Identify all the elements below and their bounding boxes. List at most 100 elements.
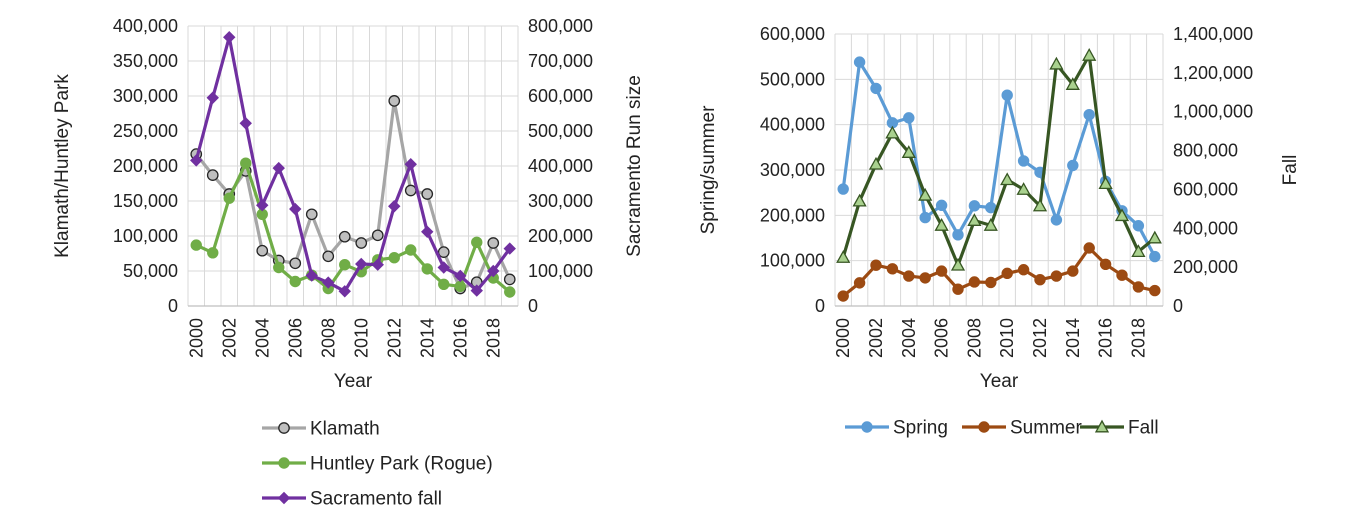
y-left-tick-label: 150,000 — [113, 191, 178, 211]
data-point — [206, 91, 219, 104]
y-left-tick-label: 200,000 — [760, 205, 825, 225]
x-tick-label: 2012 — [384, 318, 404, 358]
data-point — [272, 161, 285, 175]
x-tick-label: 2018 — [1128, 318, 1148, 358]
x-tick-label: 2000 — [833, 318, 853, 358]
data-point — [239, 117, 252, 130]
data-point — [901, 145, 916, 158]
legend-swatch-marker — [278, 422, 290, 434]
data-point — [935, 265, 948, 277]
data-point — [223, 192, 235, 204]
series-fall — [836, 48, 1162, 271]
data-point — [1050, 270, 1063, 282]
data-point — [355, 237, 368, 249]
legend-item: Summer — [962, 418, 1082, 439]
y-right-tick-label: 1,400,000 — [1173, 24, 1253, 44]
data-point — [190, 154, 203, 167]
data-point — [1016, 182, 1031, 195]
legend-item: Huntley Park (Rogue) — [262, 454, 493, 475]
x-tick-label: 2002 — [866, 318, 886, 358]
y-left-tick-label: 400,000 — [113, 16, 178, 36]
data-point — [968, 200, 981, 212]
data-point — [1067, 265, 1079, 277]
data-point — [421, 188, 434, 200]
data-point — [305, 208, 318, 221]
data-point — [470, 284, 483, 297]
legend-label: Huntley Park (Rogue) — [310, 454, 493, 475]
data-point — [339, 259, 351, 271]
data-point — [438, 278, 450, 290]
series-sacramento-fall — [190, 30, 516, 298]
y-right-axis-title: Fall — [1280, 155, 1301, 186]
x-axis-title: Year — [334, 371, 373, 392]
data-point — [1017, 264, 1030, 276]
data-point — [868, 156, 884, 170]
y-left-tick-label: 250,000 — [113, 121, 178, 141]
data-point — [952, 283, 964, 295]
y-right-tick-label: 500,000 — [528, 121, 593, 141]
data-point — [289, 275, 301, 288]
data-point — [273, 261, 285, 274]
data-point — [918, 187, 933, 201]
data-point — [885, 125, 900, 139]
data-point — [1131, 244, 1146, 258]
data-point — [421, 225, 434, 239]
data-point — [903, 270, 915, 282]
y-left-tick-label: 300,000 — [760, 160, 825, 180]
legend-swatch-marker — [278, 457, 290, 469]
data-point — [985, 276, 997, 289]
data-point — [1001, 89, 1013, 101]
data-point — [935, 199, 948, 212]
data-point — [503, 242, 516, 255]
data-point — [371, 258, 384, 271]
data-point — [437, 261, 450, 274]
data-point — [1114, 208, 1130, 222]
x-tick-label: 2014 — [417, 318, 437, 358]
data-point — [322, 276, 335, 289]
y-left-tick-label: 0 — [815, 296, 825, 316]
y-left-tick-label: 600,000 — [760, 24, 825, 44]
data-point — [405, 244, 417, 256]
data-point — [836, 250, 851, 263]
y-right-tick-label: 600,000 — [1173, 179, 1238, 199]
legend-label: Summer — [1010, 418, 1082, 439]
data-point — [437, 246, 450, 258]
data-point — [207, 247, 219, 259]
data-point — [322, 250, 335, 263]
y-right-tick-label: 400,000 — [528, 156, 593, 176]
data-point — [1049, 56, 1064, 70]
data-point — [305, 269, 318, 282]
legend-label: Klamath — [310, 419, 380, 440]
legend-swatch-marker — [277, 491, 291, 505]
legend-label: Sacramento fall — [310, 489, 442, 510]
data-point — [206, 169, 219, 181]
y-right-tick-label: 400,000 — [1173, 218, 1238, 238]
y-left-tick-label: 50,000 — [123, 261, 178, 281]
y-right-tick-label: 1,200,000 — [1173, 63, 1253, 83]
data-point — [1067, 159, 1079, 172]
data-point — [1000, 172, 1015, 186]
data-point — [240, 157, 252, 169]
data-point — [870, 82, 882, 95]
x-tick-label: 2012 — [1030, 318, 1050, 358]
data-point — [1132, 281, 1145, 293]
data-point — [487, 264, 500, 278]
legend-item: Klamath — [262, 419, 380, 440]
legend-item: Fall — [1080, 418, 1159, 439]
data-point — [355, 257, 368, 271]
y-right-tick-label: 1,000,000 — [1173, 102, 1253, 122]
legend-item: Sacramento fall — [262, 489, 442, 510]
data-point — [853, 277, 866, 289]
data-point — [886, 263, 899, 275]
x-tick-label: 2010 — [351, 318, 371, 358]
legend-label: Fall — [1128, 418, 1159, 439]
y-left-tick-label: 300,000 — [113, 86, 178, 106]
data-point — [952, 229, 964, 241]
y-left-tick-label: 200,000 — [113, 156, 178, 176]
data-point — [1001, 267, 1013, 280]
data-point — [190, 239, 202, 251]
data-point — [256, 198, 269, 212]
data-point — [837, 290, 849, 302]
x-tick-label: 2016 — [450, 318, 470, 358]
